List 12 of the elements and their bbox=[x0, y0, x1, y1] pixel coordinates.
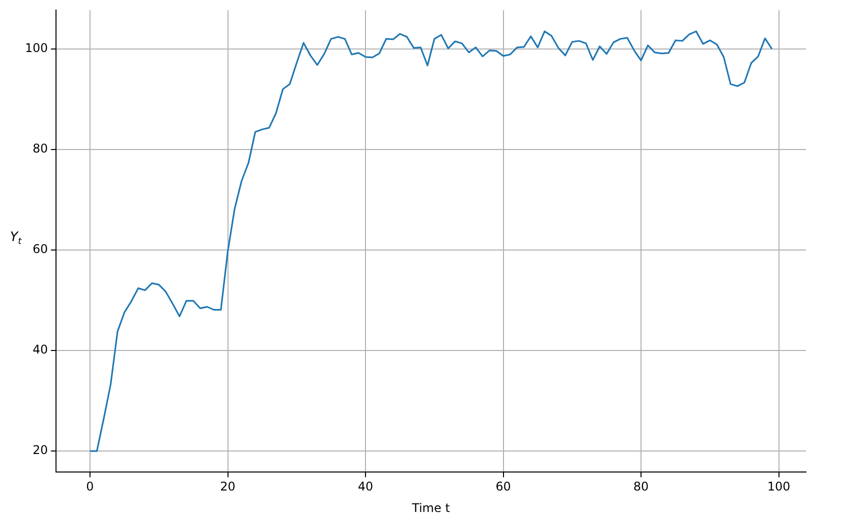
x-tick-label: 0 bbox=[86, 480, 94, 494]
x-tick-label: 80 bbox=[633, 480, 649, 494]
x-tick-label: 100 bbox=[767, 480, 790, 494]
y-tick-label: 100 bbox=[25, 41, 48, 56]
y-tick-label: 80 bbox=[32, 142, 48, 156]
x-tick-label: 20 bbox=[220, 480, 236, 494]
x-tick-label: 40 bbox=[358, 480, 374, 494]
y-tick-label: 20 bbox=[32, 443, 48, 458]
x-tick-label: 60 bbox=[496, 480, 511, 494]
y-tick-label: 60 bbox=[32, 242, 48, 256]
y-tick-label: 40 bbox=[32, 342, 48, 357]
x-axis-title: Time t bbox=[411, 500, 450, 515]
